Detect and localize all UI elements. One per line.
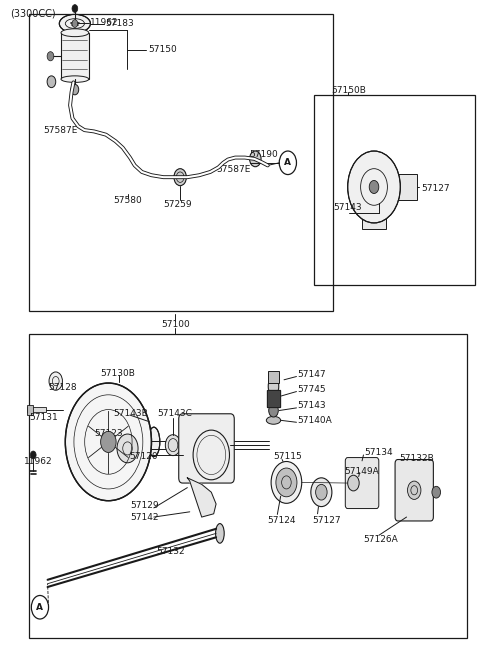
- Text: 57131: 57131: [29, 413, 58, 422]
- Text: 57126A: 57126A: [363, 535, 398, 544]
- Text: 57130B: 57130B: [100, 369, 135, 378]
- Text: 57129: 57129: [130, 501, 158, 510]
- FancyBboxPatch shape: [395, 460, 433, 521]
- Text: 57120: 57120: [129, 452, 157, 460]
- Circle shape: [101, 431, 116, 453]
- Text: 57143C: 57143C: [157, 409, 192, 419]
- Circle shape: [276, 468, 297, 496]
- Bar: [268, 371, 279, 383]
- Text: 57115: 57115: [274, 453, 302, 461]
- Circle shape: [271, 462, 302, 503]
- Text: 57143B: 57143B: [113, 409, 148, 419]
- Text: 57128: 57128: [48, 383, 77, 392]
- Bar: [29, 334, 468, 638]
- Text: 57580: 57580: [113, 196, 142, 205]
- Text: 57587E: 57587E: [44, 126, 78, 135]
- Text: 57132: 57132: [156, 547, 185, 556]
- Circle shape: [174, 169, 186, 185]
- Circle shape: [348, 476, 359, 491]
- Circle shape: [311, 478, 332, 506]
- Circle shape: [250, 151, 261, 167]
- FancyBboxPatch shape: [179, 414, 234, 483]
- Circle shape: [117, 434, 138, 463]
- Text: 57132B: 57132B: [399, 454, 433, 462]
- Circle shape: [269, 404, 278, 417]
- Ellipse shape: [61, 76, 89, 83]
- Circle shape: [432, 486, 441, 498]
- Ellipse shape: [216, 523, 224, 543]
- Text: 57183: 57183: [105, 19, 134, 28]
- Text: 11962: 11962: [90, 18, 119, 28]
- Text: A: A: [36, 603, 44, 612]
- Bar: [61, 33, 89, 79]
- Text: 57147: 57147: [298, 370, 326, 379]
- Text: (3300CC): (3300CC): [10, 9, 56, 18]
- Ellipse shape: [60, 14, 90, 33]
- Bar: [362, 216, 386, 229]
- Text: 57259: 57259: [163, 200, 192, 209]
- Bar: [398, 174, 417, 200]
- Polygon shape: [187, 478, 216, 517]
- Text: 57143: 57143: [298, 402, 326, 411]
- Bar: [27, 405, 33, 415]
- Ellipse shape: [266, 417, 281, 424]
- Bar: [27, 407, 46, 413]
- Circle shape: [72, 5, 78, 12]
- Text: 57127: 57127: [312, 516, 340, 525]
- Circle shape: [49, 372, 62, 390]
- Ellipse shape: [61, 29, 89, 37]
- Text: 57142: 57142: [130, 513, 158, 521]
- Circle shape: [65, 383, 152, 500]
- Text: 57745: 57745: [298, 385, 326, 394]
- Ellipse shape: [268, 377, 279, 396]
- Text: 57134: 57134: [364, 449, 393, 457]
- Circle shape: [47, 52, 54, 61]
- Bar: [314, 96, 475, 285]
- Text: 11962: 11962: [24, 457, 52, 466]
- Circle shape: [279, 151, 297, 174]
- Ellipse shape: [274, 470, 294, 492]
- Text: A: A: [284, 159, 291, 167]
- Text: 57143: 57143: [333, 204, 362, 212]
- Circle shape: [72, 20, 78, 28]
- Circle shape: [316, 484, 327, 500]
- Text: 57100: 57100: [161, 320, 190, 329]
- Text: 57124: 57124: [267, 516, 295, 525]
- Text: 57587E: 57587E: [216, 165, 251, 174]
- Polygon shape: [267, 390, 280, 407]
- Text: 57127: 57127: [421, 185, 450, 193]
- Circle shape: [31, 595, 48, 619]
- Text: 57140A: 57140A: [298, 416, 332, 425]
- Ellipse shape: [148, 427, 160, 457]
- Circle shape: [30, 451, 36, 459]
- Text: 57149A: 57149A: [344, 467, 379, 476]
- Circle shape: [348, 151, 400, 223]
- Circle shape: [165, 435, 180, 456]
- Text: 57123: 57123: [94, 429, 123, 438]
- Circle shape: [408, 481, 421, 499]
- Circle shape: [71, 84, 79, 95]
- Bar: [29, 14, 333, 311]
- Circle shape: [47, 76, 56, 88]
- Text: 57190: 57190: [250, 151, 278, 159]
- Text: 57150: 57150: [149, 45, 177, 54]
- Text: 57150B: 57150B: [331, 86, 366, 96]
- Circle shape: [369, 180, 379, 193]
- FancyBboxPatch shape: [345, 458, 379, 508]
